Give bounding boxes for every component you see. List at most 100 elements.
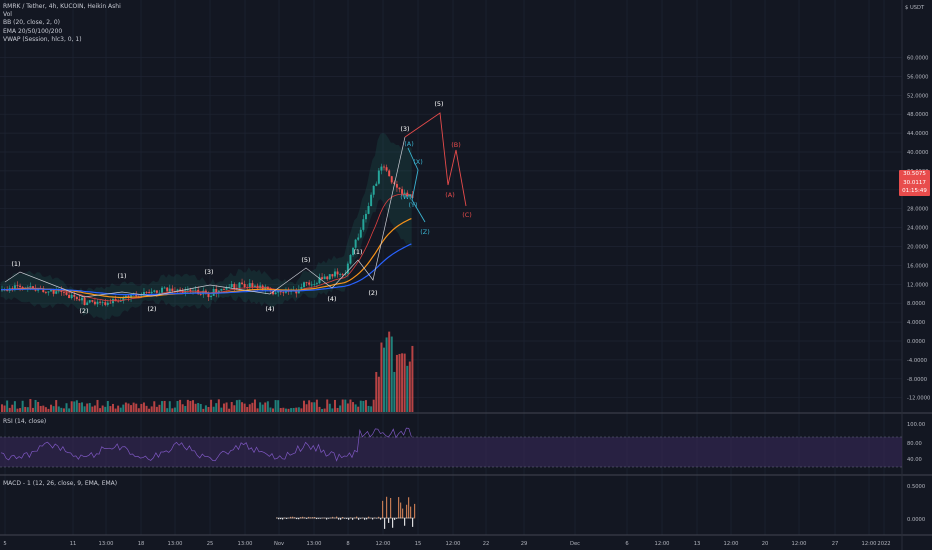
volume-bar bbox=[354, 404, 357, 412]
macd-bar bbox=[352, 518, 354, 520]
volume-bar bbox=[248, 404, 251, 412]
volume-bar bbox=[313, 402, 316, 412]
volume-bar bbox=[52, 406, 55, 412]
volume-bar bbox=[217, 399, 220, 412]
candle-body bbox=[106, 302, 109, 305]
macd-pane-title[interactable]: MACD - 1 (12, 26, close, 9, EMA, EMA) bbox=[3, 480, 118, 487]
wave-label-cyan: (Z) bbox=[420, 228, 430, 236]
time-label: 13:00 bbox=[99, 541, 114, 547]
candle-body bbox=[91, 300, 94, 302]
price-label: 12.0000 bbox=[907, 282, 928, 288]
candle-body bbox=[186, 289, 189, 291]
indicator-ema[interactable]: EMA 20/50/100/200 bbox=[3, 27, 63, 35]
volume-bar bbox=[297, 407, 300, 412]
indicator-volume[interactable]: Vol bbox=[3, 11, 12, 19]
candle-body bbox=[331, 274, 334, 277]
candle-body bbox=[408, 194, 411, 197]
wave-label-white: (1) bbox=[11, 260, 20, 268]
macd-bar bbox=[404, 518, 406, 526]
candle-body bbox=[104, 302, 107, 305]
volume-bar bbox=[44, 407, 47, 412]
time-label: 6 bbox=[625, 541, 628, 547]
volume-bar bbox=[225, 402, 228, 412]
volume-bar bbox=[210, 399, 213, 412]
volume-bar bbox=[310, 402, 313, 412]
candle-body bbox=[70, 294, 73, 299]
rsi-pane-title[interactable]: RSI (14, close) bbox=[3, 418, 47, 425]
candle-body bbox=[321, 277, 324, 280]
last-price-tag: 30.5075 30.0117 01:15:49 bbox=[899, 170, 930, 196]
candle-body bbox=[300, 287, 303, 290]
macd-bar bbox=[318, 518, 320, 519]
candle-body bbox=[83, 297, 86, 305]
candle-body bbox=[377, 170, 380, 184]
volume-bar bbox=[349, 399, 352, 412]
volume-bar bbox=[272, 408, 275, 412]
macd-bar bbox=[292, 516, 294, 519]
volume-bars bbox=[1, 331, 414, 412]
volume-bar bbox=[161, 401, 164, 412]
volume-bar bbox=[406, 365, 409, 412]
volume-bar bbox=[194, 403, 197, 412]
candle-body bbox=[161, 287, 164, 293]
macd-bar bbox=[336, 516, 338, 519]
candle-body bbox=[31, 286, 34, 289]
candle-body bbox=[352, 247, 355, 256]
time-label: 22 bbox=[483, 541, 490, 547]
macd-bar bbox=[408, 497, 410, 519]
wave-label-white: (5) bbox=[434, 100, 443, 108]
volume-bar bbox=[148, 408, 151, 412]
candle-body bbox=[179, 289, 182, 291]
volume-bar bbox=[253, 399, 256, 412]
volume-bar bbox=[241, 402, 244, 412]
volume-bar bbox=[215, 403, 218, 412]
volume-bar bbox=[75, 400, 78, 412]
candle-body bbox=[354, 239, 357, 248]
volume-bar bbox=[352, 402, 355, 412]
volume-bar bbox=[173, 407, 176, 412]
candle-body bbox=[264, 286, 267, 291]
macd-axis-label: 0.0000 bbox=[907, 517, 925, 523]
volume-bar bbox=[344, 399, 347, 412]
indicator-bb[interactable]: BB (20, close, 2, 0) bbox=[3, 19, 60, 27]
rsi-line bbox=[0, 427, 412, 462]
volume-bar bbox=[243, 403, 246, 412]
candle-body bbox=[119, 300, 122, 302]
wave-label-white: (2) bbox=[368, 289, 377, 297]
volume-bar bbox=[300, 408, 303, 412]
candle-body bbox=[398, 187, 401, 190]
volume-bar bbox=[233, 405, 236, 412]
symbol-title[interactable]: RMRK / Tether, 4h, KUCOIN, Heikin Ashi bbox=[3, 3, 121, 10]
candle-body bbox=[93, 301, 96, 305]
volume-bar bbox=[88, 403, 91, 412]
candle-body bbox=[130, 295, 133, 298]
ema-20-line bbox=[1, 193, 412, 302]
candle-body bbox=[140, 295, 143, 297]
price-label: 20.0000 bbox=[907, 245, 928, 251]
time-axis[interactable]: 5 11 13:00 18 13:00 25 13:00 Nov 13:00 8 12:00 15 12… bbox=[3, 541, 890, 547]
candle-body bbox=[333, 271, 336, 277]
volume-bar bbox=[207, 407, 210, 412]
volume-bar bbox=[68, 408, 71, 412]
time-label: 20 bbox=[762, 541, 769, 547]
macd-bar bbox=[340, 518, 342, 520]
volume-bar bbox=[395, 354, 398, 412]
macd-bar bbox=[406, 504, 408, 519]
volume-bar bbox=[308, 400, 311, 412]
indicator-vwap[interactable]: VWAP (Session, hlc3, 0, 1) bbox=[3, 35, 82, 43]
volume-bar bbox=[189, 400, 192, 412]
volume-bar bbox=[60, 407, 63, 412]
volume-bar bbox=[176, 400, 179, 412]
volume-bar bbox=[137, 408, 140, 412]
candle-body bbox=[328, 274, 331, 280]
time-label: 27 bbox=[832, 541, 839, 547]
wave-label-cyan: (Y) bbox=[408, 201, 417, 209]
wave-label-cyan: (X) bbox=[413, 158, 423, 166]
volume-bar bbox=[390, 336, 393, 412]
macd-bar bbox=[410, 506, 412, 519]
time-label: 13:00 bbox=[307, 541, 322, 547]
candle-body bbox=[153, 290, 156, 292]
candle-body bbox=[346, 263, 349, 274]
candle-body bbox=[207, 293, 210, 298]
